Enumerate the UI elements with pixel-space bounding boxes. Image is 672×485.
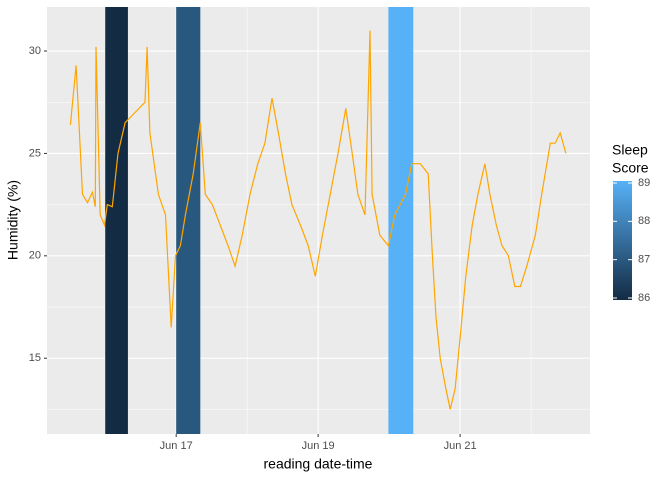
x-tick-label: Jun 21 [444, 440, 477, 452]
x-tick-label: Jun 17 [160, 440, 193, 452]
y-tick-label: 15 [29, 352, 41, 364]
sleep-period [105, 7, 128, 434]
legend-title: Score [612, 160, 649, 176]
y-tick-label: 30 [29, 45, 41, 57]
legend-title: Sleep [612, 142, 648, 158]
y-axis-label: Humidity (%) [5, 180, 21, 260]
colorbar-label: 88 [638, 215, 650, 227]
colorbar-label: 89 [638, 177, 650, 189]
sleep-period [176, 7, 201, 434]
colorbar-label: 87 [638, 254, 650, 266]
colorbar [613, 181, 632, 300]
x-tick-label: Jun 19 [302, 440, 335, 452]
sleep-period [388, 7, 414, 434]
colorbar-label: 86 [638, 292, 650, 304]
y-tick-label: 25 [29, 147, 41, 159]
humidity-line [69, 30, 567, 410]
x-axis-label: reading date-time [264, 456, 373, 472]
y-tick-label: 20 [29, 250, 41, 262]
